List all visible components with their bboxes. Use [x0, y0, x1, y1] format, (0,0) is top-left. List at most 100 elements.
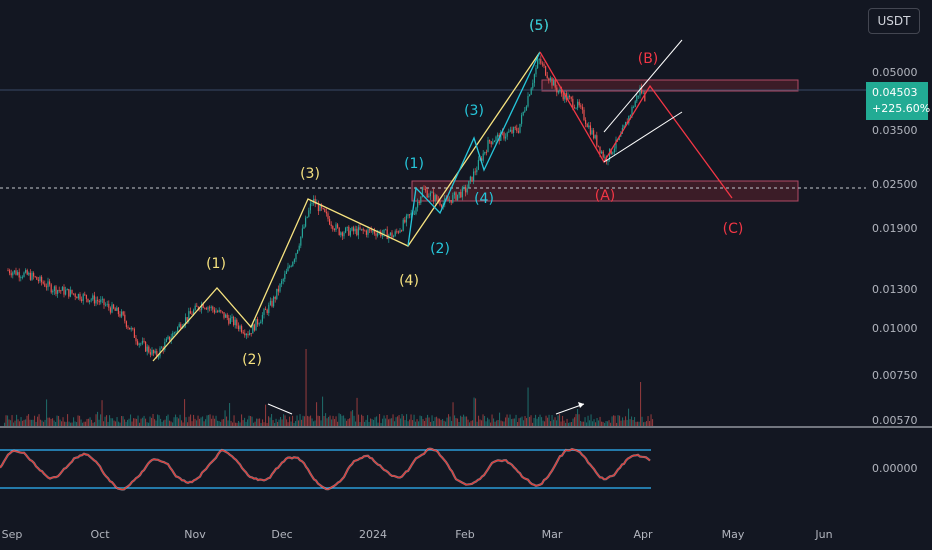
- volume-bar: [551, 415, 553, 426]
- yellow-wave-label: (3): [300, 166, 320, 182]
- volume-bar: [232, 422, 234, 426]
- candle-body: [250, 333, 252, 334]
- volume-bar: [283, 414, 285, 426]
- volume-bar: [314, 420, 316, 426]
- volume-bar: [307, 415, 309, 426]
- candle-body: [52, 290, 54, 293]
- candle-body: [60, 290, 62, 292]
- candle-body: [393, 235, 395, 238]
- candle-body: [221, 311, 223, 313]
- candle-body: [89, 300, 91, 302]
- volume-bar: [652, 419, 654, 426]
- candle-body: [306, 216, 308, 218]
- candle-body: [389, 232, 391, 235]
- volume-bar: [373, 419, 375, 426]
- volume-bar: [263, 422, 265, 426]
- candle-body: [580, 105, 582, 107]
- candle-body: [537, 60, 539, 69]
- volume-bar: [334, 419, 336, 426]
- volume-bar: [28, 414, 30, 426]
- candle-body: [477, 160, 479, 170]
- volume-bar: [185, 417, 187, 426]
- volume-bar: [239, 422, 241, 426]
- candle-body: [39, 276, 41, 282]
- candle-body: [452, 195, 454, 203]
- volume-bar: [635, 421, 637, 426]
- volume-bar: [377, 422, 379, 426]
- candle-body: [524, 110, 526, 112]
- candle-body: [572, 98, 574, 108]
- candle-body: [186, 317, 188, 321]
- candle-body: [282, 279, 284, 282]
- volume-bar: [139, 422, 141, 426]
- candle-body: [90, 299, 92, 301]
- candle-body: [164, 341, 166, 350]
- candle-body: [599, 146, 601, 154]
- volume-bar: [602, 421, 604, 426]
- candle-body: [7, 270, 9, 272]
- candle-body: [356, 228, 358, 236]
- volume-bar: [362, 415, 364, 426]
- volume-bar: [10, 420, 12, 426]
- candle-body: [153, 349, 155, 354]
- candle-body: [551, 77, 553, 86]
- volume-bar: [275, 418, 277, 426]
- price-tick-label: 0.01900: [872, 222, 918, 235]
- price-change-percent: +225.60%: [872, 102, 931, 115]
- candle-body: [482, 153, 484, 161]
- candle-body: [428, 196, 430, 198]
- volume-bar: [29, 419, 31, 426]
- candle-body: [500, 131, 502, 141]
- candle-body: [100, 299, 102, 303]
- candle-body: [642, 92, 644, 94]
- volume-bar: [67, 414, 69, 426]
- candle-body: [569, 95, 571, 97]
- candle-body: [252, 324, 254, 334]
- volume-bar: [103, 421, 105, 426]
- candle-body: [297, 249, 299, 254]
- volume-bar: [506, 414, 508, 426]
- volume-bar: [308, 416, 310, 426]
- candle-body: [292, 261, 294, 267]
- volume-bar: [433, 420, 435, 426]
- candle-body: [111, 304, 113, 313]
- volume-bar: [161, 421, 163, 426]
- candle-body: [333, 229, 335, 231]
- volume-bar: [415, 421, 417, 426]
- volume-bar: [299, 414, 301, 426]
- volume-bar: [574, 417, 576, 426]
- volume-bar: [350, 411, 352, 426]
- volume-bar: [86, 418, 88, 426]
- volume-bar: [332, 415, 334, 426]
- volume-bar: [383, 415, 385, 426]
- volume-bar: [539, 414, 541, 426]
- candle-body: [146, 346, 148, 352]
- candle-body: [201, 303, 203, 310]
- candle-body: [530, 88, 532, 95]
- volume-bar: [482, 414, 484, 426]
- candle-body: [234, 319, 236, 326]
- volume-bar: [437, 418, 439, 426]
- volume-bar: [253, 422, 255, 426]
- currency-selector-button[interactable]: USDT: [868, 8, 920, 34]
- candle-body: [266, 309, 268, 314]
- candle-body: [335, 224, 337, 230]
- volume-bar: [550, 421, 552, 426]
- candle-body: [493, 140, 495, 143]
- candle-body: [557, 90, 559, 93]
- candle-body: [277, 288, 279, 292]
- volume-bar: [335, 416, 337, 426]
- candle-body: [109, 307, 111, 313]
- candle-body: [71, 289, 73, 294]
- candle-body: [133, 328, 135, 338]
- candle-body: [585, 120, 587, 124]
- volume-bar: [266, 422, 268, 426]
- volume-bar: [521, 416, 523, 426]
- volume-bar: [508, 417, 510, 426]
- volume-bar: [467, 419, 469, 426]
- volume-bar: [152, 414, 154, 426]
- volume-bar: [16, 414, 18, 426]
- volume-bar: [356, 397, 358, 426]
- volume-bar: [262, 419, 264, 426]
